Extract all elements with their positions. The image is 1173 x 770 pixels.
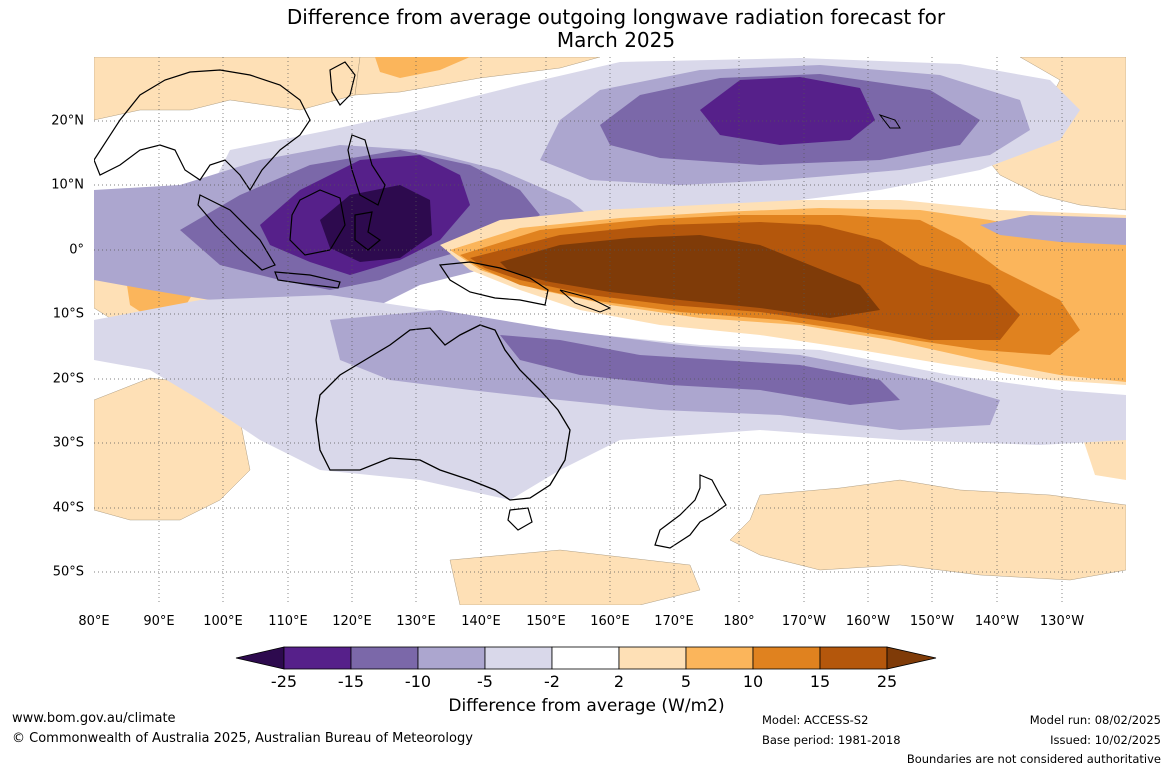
colorbar-min-arrow <box>235 646 285 670</box>
philippines-outline <box>347 134 386 206</box>
lat-label: 50°S <box>52 564 84 580</box>
new-guinea-outline <box>438 261 549 306</box>
japan-outline <box>329 61 356 106</box>
lon-label: 80°E <box>78 614 110 629</box>
java-outline <box>274 271 341 289</box>
colorbar-tick-label: 2 <box>613 672 625 691</box>
colorbar-tick-label: 25 <box>876 672 898 691</box>
lat-label: 40°S <box>52 500 84 516</box>
map-title-line-1: Difference from average outgoing longwav… <box>286 5 946 29</box>
colorbar-max-arrow <box>886 646 937 670</box>
anomaly-positive-southern-ocean <box>449 549 701 605</box>
colorbar-tick-label: -2 <box>544 672 560 691</box>
lon-label: 140°W <box>974 614 1020 629</box>
lon-label: 90°E <box>143 614 175 629</box>
lon-label: 100°E <box>203 614 243 629</box>
tasmania-outline <box>507 507 533 531</box>
new-zealand-outline <box>654 474 727 549</box>
sulawesi-outline <box>354 211 382 251</box>
lon-label: 150°E <box>526 614 566 629</box>
lon-label: 160°W <box>845 614 891 629</box>
asia-mainland-outline <box>94 69 311 192</box>
lon-label: 110°E <box>268 614 308 629</box>
colorbar-tick-label: 10 <box>742 672 764 691</box>
website-link[interactable]: www.bom.gov.au/climate <box>12 711 176 726</box>
lat-label: 20°N <box>51 113 84 129</box>
anomaly-positive-north-core <box>375 57 470 78</box>
lat-label: 10°N <box>51 177 84 193</box>
anomaly-negative-south-band-3 <box>500 335 900 405</box>
lat-label: 30°S <box>52 435 84 451</box>
anomaly-negative-north-pacific-4 <box>700 77 875 145</box>
lon-label: 120°E <box>332 614 372 629</box>
lon-label: 170°W <box>781 614 827 629</box>
lat-label: 10°S <box>52 306 84 322</box>
model-name: Model: ACCESS-S2 <box>762 713 869 727</box>
anomaly-negative-wpac-4 <box>320 185 432 262</box>
colorbar-title: Difference from average (W/m2) <box>448 696 725 716</box>
lat-label: 20°S <box>52 371 84 387</box>
anomaly-positive-eq-5 <box>500 235 880 318</box>
lon-label: 180° <box>723 614 755 629</box>
hawaii-outline <box>878 114 901 129</box>
anomaly-negative-central-north <box>980 215 1126 245</box>
model-run-date: Model run: 08/02/2025 <box>1029 713 1161 727</box>
solomon-islands-outline <box>559 289 612 313</box>
boundaries-disclaimer: Boundaries are not considered authoritat… <box>906 752 1161 766</box>
lon-label: 160°E <box>590 614 630 629</box>
copyright-text: © Commonwealth of Australia 2025, Austra… <box>12 731 473 746</box>
lon-label: 140°E <box>461 614 501 629</box>
colorbar-tick-label: -25 <box>270 672 298 691</box>
australia-outline <box>315 324 571 501</box>
colorbar <box>235 646 937 670</box>
colorbar-tick-label: -10 <box>404 672 432 691</box>
colorbar-tick-label: 5 <box>680 672 692 691</box>
base-period: Base period: 1981-2018 <box>762 733 901 747</box>
lon-label: 130°E <box>396 614 436 629</box>
sumatra-outline <box>197 194 276 271</box>
colorbar-tick-label: -15 <box>337 672 365 691</box>
map-title-line-2: March 2025 <box>556 28 676 52</box>
lon-label: 170°E <box>654 614 694 629</box>
graticule <box>94 57 1126 605</box>
lat-label: 0° <box>69 242 84 258</box>
colorbar-tick-label: 15 <box>809 672 831 691</box>
lon-label: 150°W <box>909 614 955 629</box>
anomaly-positive-southeast <box>729 479 1126 581</box>
issued-date: Issued: 10/02/2025 <box>1050 733 1161 747</box>
colorbar-tick-label: -5 <box>477 672 493 691</box>
lon-label: 130°W <box>1039 614 1085 629</box>
